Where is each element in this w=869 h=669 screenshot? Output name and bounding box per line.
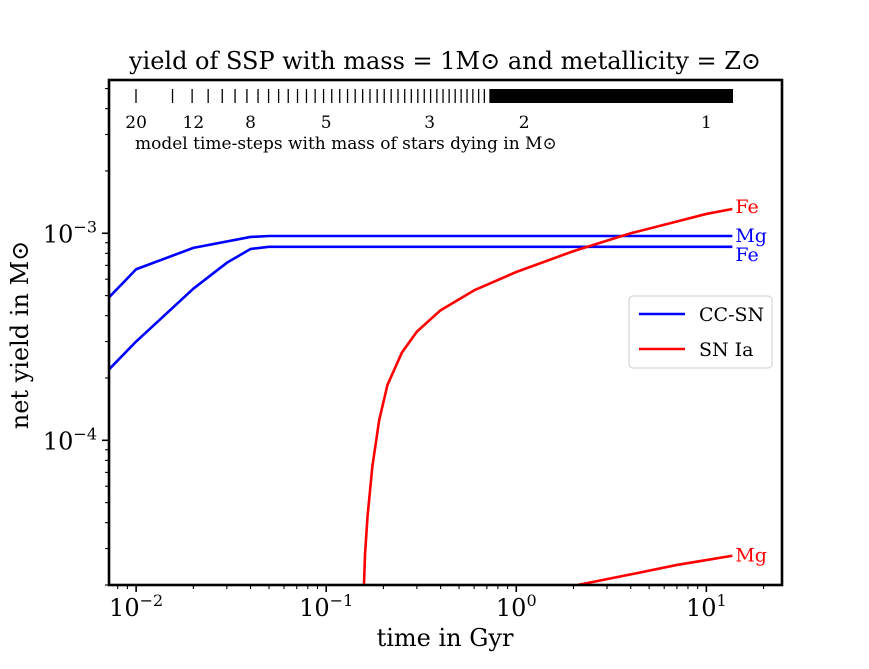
timestep-ticks bbox=[135, 89, 733, 103]
y-tick-label-exp: −3 bbox=[73, 217, 97, 236]
x-tick-label: 10−1 bbox=[299, 591, 353, 622]
x-tick-label-exp: −2 bbox=[140, 591, 164, 610]
timestep-caption: model time-steps with mass of stars dyin… bbox=[135, 134, 557, 154]
series-end-label: Mg bbox=[735, 545, 767, 567]
legend: CC-SN SN Ia bbox=[628, 295, 773, 369]
timestep-tick-dense-band bbox=[490, 89, 733, 103]
timestep-mass-label: 8 bbox=[245, 113, 256, 133]
timestep-mass-label: 20 bbox=[125, 113, 147, 133]
y-tick-label-base: 10 bbox=[43, 220, 74, 248]
x-tick-label-exp: −1 bbox=[330, 591, 354, 610]
legend-label: SN Ia bbox=[699, 339, 754, 361]
x-axis-label: time in Gyr bbox=[377, 624, 514, 652]
series-end-label: Fe bbox=[735, 244, 758, 266]
y-tick-label: 10−4 bbox=[43, 424, 97, 455]
series-line-cc-sn-fe bbox=[109, 245, 733, 371]
x-tick-label: 100 bbox=[496, 591, 537, 622]
y-tick-label: 10−3 bbox=[43, 217, 97, 248]
x-tick-label-base: 10 bbox=[299, 594, 330, 622]
x-tick-label-exp: 1 bbox=[717, 591, 727, 610]
series-end-label: Fe bbox=[735, 196, 758, 218]
x-tick-label-base: 10 bbox=[686, 594, 717, 622]
timestep-mass-label: 1 bbox=[701, 113, 712, 133]
x-axis: 10−2 10−1 100 101 bbox=[109, 585, 765, 622]
series-line-sn-ia-fe bbox=[362, 207, 733, 585]
x-tick-label: 101 bbox=[686, 591, 727, 622]
plot-area bbox=[107, 78, 784, 587]
series-line-sn-ia-mg bbox=[577, 554, 733, 585]
legend-label: CC-SN bbox=[699, 304, 764, 326]
chart-title: yield of SSP with mass = 1M⊙ and metalli… bbox=[128, 47, 761, 75]
x-tick-label-base: 10 bbox=[109, 594, 140, 622]
x-tick-label-exp: 0 bbox=[526, 591, 536, 610]
y-tick-label-exp: −4 bbox=[73, 424, 97, 443]
y-axis-label: net yield in M⊙ bbox=[6, 241, 34, 429]
timestep-mass-label: 5 bbox=[321, 113, 332, 133]
series-lines bbox=[109, 207, 733, 585]
series-end-label: Mg bbox=[735, 225, 767, 247]
timestep-mass-label: 12 bbox=[183, 113, 205, 133]
timestep-marker-strip: 20 12 8 5 3 2 1 bbox=[125, 89, 733, 133]
y-axis: 10−410−3 bbox=[43, 88, 109, 586]
timestep-mass-label: 3 bbox=[424, 113, 435, 133]
x-tick-label: 10−2 bbox=[109, 591, 163, 622]
timestep-mass-label: 2 bbox=[519, 113, 530, 133]
plot-frame bbox=[107, 78, 784, 587]
y-tick-label-base: 10 bbox=[43, 427, 74, 455]
series-line-cc-sn-mg bbox=[109, 234, 733, 299]
x-tick-label-base: 10 bbox=[496, 594, 527, 622]
